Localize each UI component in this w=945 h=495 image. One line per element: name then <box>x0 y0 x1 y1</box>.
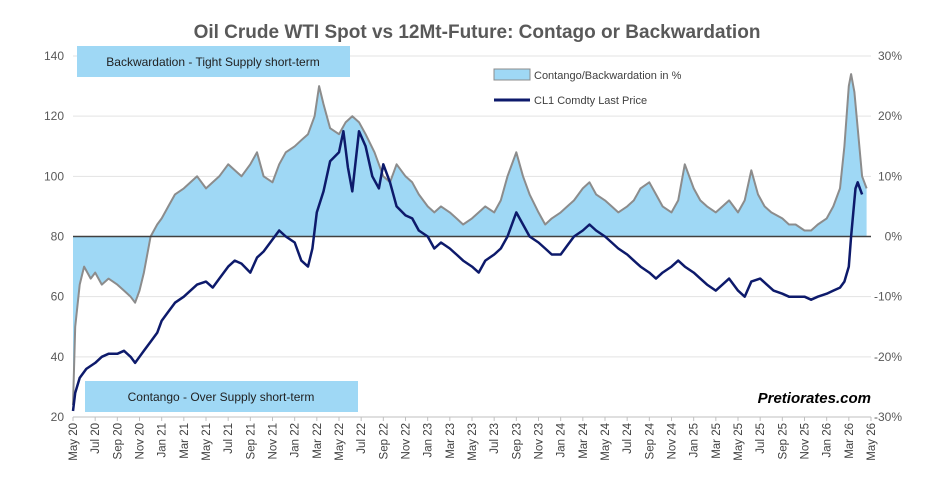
right-tick-label: -20% <box>874 350 902 364</box>
x-tick-label: Sep 22 <box>378 423 390 459</box>
x-tick-label: Mar 23 <box>445 423 457 459</box>
x-tick-label: Jan 26 <box>822 423 834 458</box>
left-tick-label: 140 <box>44 49 64 63</box>
x-tick-label: Jan 22 <box>290 423 302 458</box>
left-tick-label: 60 <box>51 290 65 304</box>
x-tick-label: Mar 24 <box>578 422 590 458</box>
x-tick-label: Mar 25 <box>711 423 723 459</box>
x-tick-label: Sep 25 <box>777 423 789 459</box>
legend: Contango/Backwardation in % CL1 Comdty L… <box>493 68 682 107</box>
backwardation-label: Backwardation - Tight Supply short-term <box>106 55 319 69</box>
right-tick-label: 0% <box>885 230 903 244</box>
x-tick-label: Sep 21 <box>245 423 257 459</box>
left-tick-label: 40 <box>51 350 65 364</box>
right-tick-label: -10% <box>874 290 902 304</box>
x-tick-label: Mar 22 <box>312 423 324 459</box>
x-tick-label: May 22 <box>334 423 346 461</box>
x-tick-label: Jul 25 <box>755 423 767 454</box>
x-axis: May 20 Jul 20 Sep 20 Nov 20 Jan 21 Mar 21 May … <box>68 416 878 461</box>
x-tick-label: Jul 23 <box>489 423 501 454</box>
right-tick-label: 20% <box>878 109 902 123</box>
x-tick-label: Jul 21 <box>223 423 235 454</box>
left-tick-label: 120 <box>44 109 64 123</box>
contango-area-series <box>72 73 868 406</box>
price-line <box>71 129 864 412</box>
price-line-series <box>71 129 864 412</box>
legend-area-label: Contango/Backwardation in % <box>534 70 682 82</box>
legend-area-swatch <box>493 68 531 81</box>
contango-box <box>85 381 358 412</box>
x-tick-label: Nov 22 <box>401 423 413 459</box>
right-tick-label: -30% <box>874 410 902 424</box>
x-tick-label: May 23 <box>467 423 479 461</box>
watermark: Pretiorates.com <box>758 390 871 407</box>
x-tick-label: Jan 25 <box>689 423 701 458</box>
x-tick-label: Jan 21 <box>157 423 169 458</box>
x-tick-label: Sep 24 <box>644 422 656 459</box>
left-tick-label: 20 <box>51 410 65 424</box>
x-tick-label: May 26 <box>866 423 878 461</box>
right-tick-label: 10% <box>878 169 902 183</box>
right-axis: -30% -20% -10% 0% 10% 20% 30% <box>874 49 902 424</box>
x-tick-label: Jan 23 <box>423 423 435 458</box>
x-tick-label: Nov 20 <box>135 423 147 459</box>
backwardation-box <box>77 46 350 77</box>
x-tick-label: Jul 24 <box>622 422 634 453</box>
contango-area-edge <box>72 73 868 406</box>
x-tick-label: Jul 22 <box>356 423 368 454</box>
chart-title: Oil Crude WTI Spot vs 12Mt-Future: Conta… <box>194 22 761 43</box>
x-tick-label: Mar 26 <box>844 423 856 459</box>
x-tick-label: Mar 21 <box>179 423 191 459</box>
x-tick-label: May 21 <box>201 423 213 461</box>
x-tick-label: Jan 24 <box>556 422 568 457</box>
left-tick-label: 80 <box>51 230 65 244</box>
x-tick-label: Sep 20 <box>112 423 124 459</box>
x-tick-label: Nov 25 <box>800 423 812 459</box>
x-tick-label: Nov 21 <box>268 423 280 459</box>
legend-line-label: CL1 Comdty Last Price <box>534 95 647 107</box>
x-tick-label: Sep 23 <box>511 423 523 459</box>
left-axis: 20 40 60 80 100 120 140 <box>44 49 64 424</box>
x-tick-label: May 20 <box>68 423 80 461</box>
contango-label: Contango - Over Supply short-term <box>128 390 315 404</box>
x-tick-label: Nov 23 <box>534 423 546 459</box>
left-tick-label: 100 <box>44 169 64 183</box>
x-tick-label: Nov 24 <box>667 422 679 459</box>
x-tick-label: May 25 <box>733 423 745 461</box>
x-tick-label: Jul 20 <box>90 423 102 454</box>
right-tick-label: 30% <box>878 49 902 63</box>
x-tick-label: May 24 <box>600 422 612 460</box>
